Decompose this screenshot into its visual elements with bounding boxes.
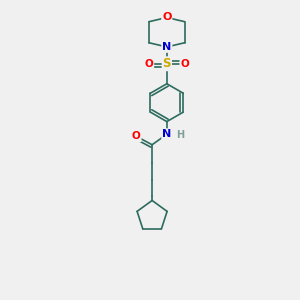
Text: O: O	[162, 13, 172, 22]
Text: S: S	[163, 57, 171, 70]
Text: N: N	[162, 42, 172, 52]
Text: O: O	[180, 59, 189, 69]
Text: O: O	[132, 131, 141, 141]
Text: N: N	[162, 129, 172, 139]
Text: O: O	[145, 59, 153, 69]
Text: H: H	[176, 130, 184, 140]
